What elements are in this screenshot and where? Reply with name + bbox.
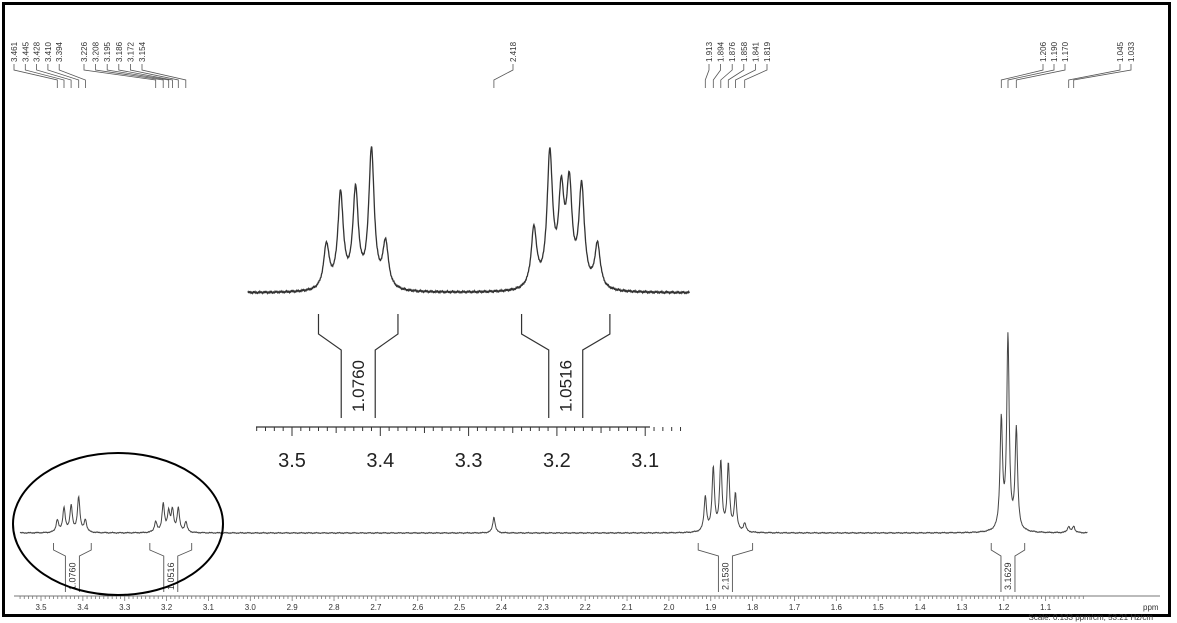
peak-label: 1.876 [728,41,737,62]
x-tick-label: 2.8 [328,603,340,612]
x-tick-label: 1.4 [914,603,926,612]
peak-label-connector [735,64,756,88]
peak-label: 1.841 [751,41,760,62]
inset-integral-label: 1.0516 [557,360,576,412]
integral-label: 1.0760 [67,562,77,590]
highlight-circle [12,452,224,596]
spectrum-trace [19,332,1088,535]
peak-label-connector [720,64,733,88]
x-tick-label: 1.8 [747,603,759,612]
x-tick-label: 3.1 [203,603,215,612]
x-tick-label: 2.0 [663,603,675,612]
peak-label: 3.226 [80,41,89,62]
inset-x-tick-label: 3.5 [278,450,306,472]
inset-spectrum-trace [247,146,690,295]
peak-label-connector [1073,64,1132,88]
inset-x-tick-label: 3.2 [543,450,571,472]
peak-label-connector [106,64,170,88]
x-tick-label: 2.2 [580,603,592,612]
x-tick-label: 2.5 [454,603,466,612]
peak-label-connector [118,64,173,88]
integral-label: 1.0516 [166,562,176,590]
peak-label-connector [1000,64,1044,88]
integral-label: 2.1530 [720,562,730,590]
peak-label-connector [58,64,86,88]
x-tick-label: 1.6 [831,603,843,612]
peak-label: 3.410 [44,41,53,62]
x-tick-label: 1.9 [705,603,717,612]
x-tick-label: 2.7 [370,603,382,612]
peak-label-connector [141,64,187,88]
peak-label-connector [727,64,745,88]
integral-bracket [990,543,1026,592]
peak-label-connector [83,64,157,88]
peak-label: 3.208 [92,41,101,62]
peak-label: 1.913 [705,41,714,62]
peak-label: 1.206 [1039,41,1048,62]
inset-background [253,135,654,482]
peak-label: 2.418 [509,41,518,62]
x-tick-label: 2.6 [412,603,424,612]
inset-integral-bracket [520,314,611,418]
peak-label: 3.172 [126,41,135,62]
x-tick-label: 1.3 [956,603,968,612]
peak-label: 3.461 [10,41,19,62]
peak-label: 3.394 [55,41,64,62]
peak-label: 1.858 [740,41,749,62]
integral-bracket [149,543,193,592]
peak-label: 1.894 [717,41,726,62]
inset-x-tick-label: 3.3 [455,450,483,472]
inset-x-tick-label: 3.1 [631,450,659,472]
peak-label: 3.154 [138,41,147,62]
peak-label: 3.428 [33,41,42,62]
peak-label-connector [95,64,164,88]
peak-label-connector [704,64,710,88]
x-tick-label: 1.1 [1040,603,1052,612]
x-tick-label: 1.7 [789,603,801,612]
integral-label: 3.1629 [1003,562,1013,590]
x-tick-label: 3.3 [119,603,131,612]
peak-label: 3.186 [115,41,124,62]
x-tick-label: 3.0 [245,603,257,612]
inset-x-tick-label: 3.4 [366,450,394,472]
peak-label-connector [47,64,80,88]
peak-label: 3.195 [103,41,112,62]
x-tick-label: 1.5 [873,603,885,612]
peak-label-connector [744,64,768,88]
x-tick-label: 3.5 [35,603,47,612]
integral-bracket [53,543,92,592]
peak-label: 1.170 [1061,41,1070,62]
inset-integral-bracket [317,314,399,418]
peak-label-connector [1015,64,1066,88]
peak-label-connector [130,64,179,88]
x-tick-label: 3.4 [77,603,89,612]
peak-label-connector [493,64,514,88]
peak-label: 1.033 [1127,41,1136,62]
peak-label: 1.190 [1050,41,1059,62]
peak-label-connector [1068,64,1121,88]
peak-label: 1.819 [763,41,772,62]
x-tick-label: 2.4 [496,603,508,612]
inset-panel: 1.0760 1.0516 3.5 3.4 3.3 3.2 3.1 [247,135,690,482]
x-tick-label: 2.3 [538,603,550,612]
peak-label: 1.045 [1116,41,1125,62]
x-tick-label: 2.1 [621,603,633,612]
peak-label-connector [24,64,65,88]
inset-integral-label: 1.0760 [349,360,368,412]
peak-label-connector [1007,64,1055,88]
peak-label-connector [36,64,72,88]
scale-text: Scale: 0.133 ppm/cm, 53.21 Hz/cm [1029,613,1154,622]
x-tick-label: 3.2 [161,603,173,612]
x-tick-label: 1.2 [998,603,1010,612]
peak-label-connector [13,64,58,88]
x-tick-label: 2.9 [287,603,299,612]
peak-label: 3.445 [21,41,30,62]
integral-bracket [697,543,754,592]
x-unit-label: ppm [1143,603,1159,612]
peak-label-connector [712,64,721,88]
